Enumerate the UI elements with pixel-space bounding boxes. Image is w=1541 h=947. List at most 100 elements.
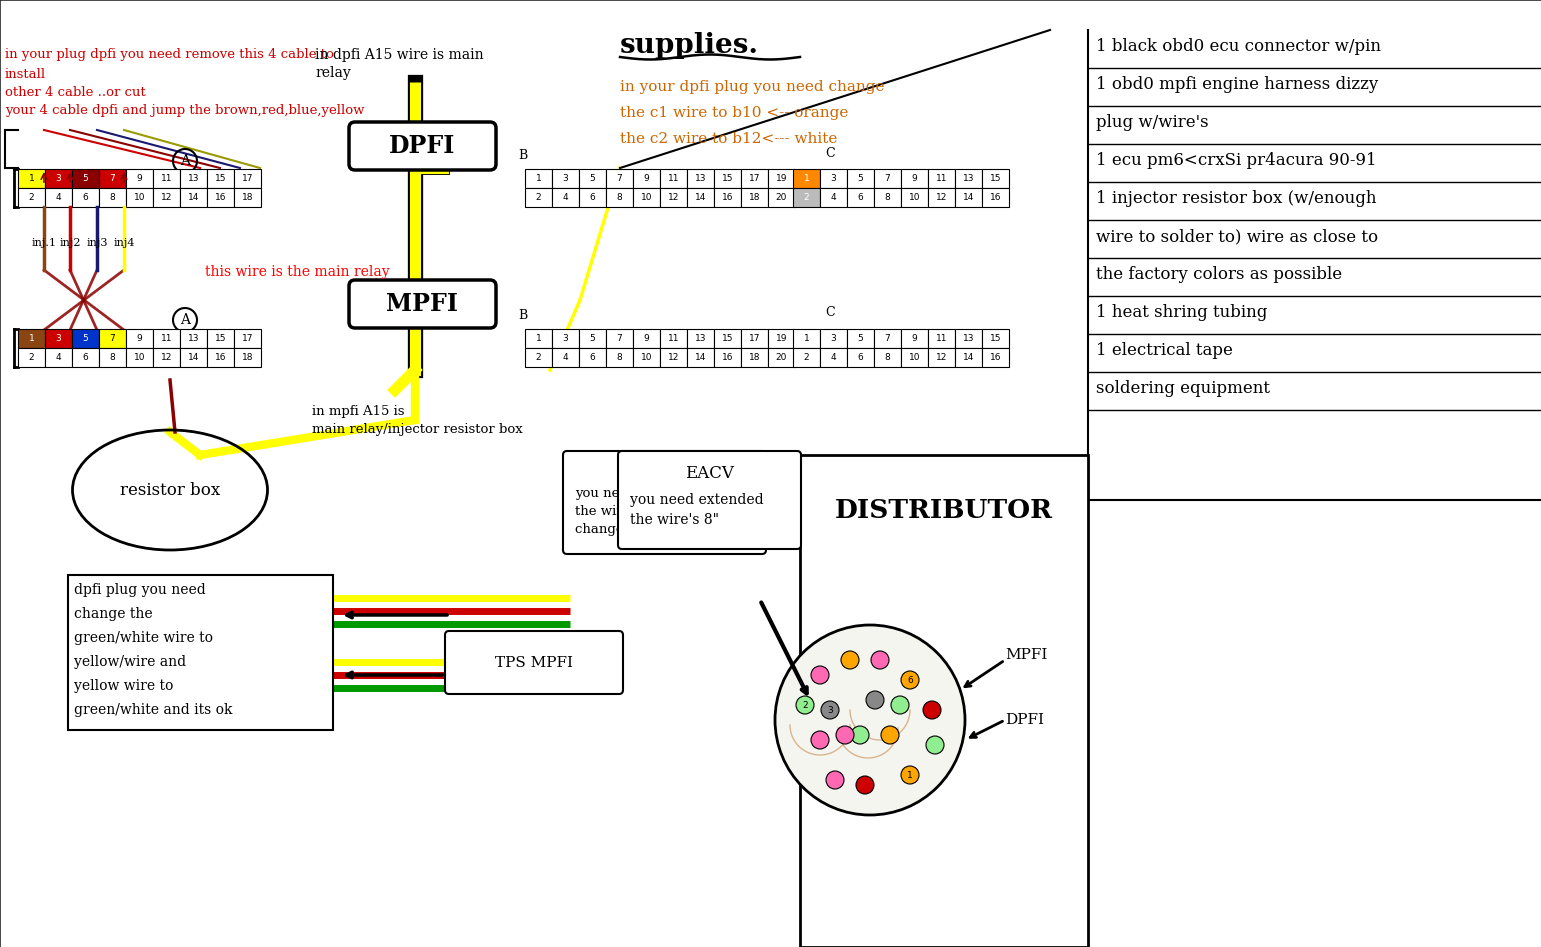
- Text: inj2: inj2: [59, 238, 80, 248]
- Text: DPFI: DPFI: [388, 134, 455, 158]
- Bar: [606, 329, 633, 348]
- Bar: [206, 348, 234, 367]
- Text: change the: change the: [74, 607, 153, 621]
- Bar: [525, 188, 552, 207]
- Circle shape: [837, 726, 854, 744]
- Text: 14: 14: [695, 193, 706, 202]
- Text: 15: 15: [989, 174, 1002, 183]
- Text: the wires6" and: the wires6" and: [575, 505, 681, 518]
- Text: resistor box: resistor box: [120, 481, 220, 498]
- Text: 12: 12: [160, 193, 173, 202]
- Text: 17: 17: [242, 174, 253, 183]
- Text: C: C: [824, 306, 835, 318]
- FancyBboxPatch shape: [562, 451, 766, 554]
- Text: 1: 1: [803, 174, 809, 183]
- Bar: [741, 169, 767, 188]
- Text: 15: 15: [214, 174, 227, 183]
- Bar: [153, 169, 180, 188]
- Text: TPS  dpfi: TPS dpfi: [640, 464, 710, 478]
- Text: 4: 4: [831, 193, 837, 202]
- Text: 16: 16: [989, 193, 1002, 202]
- Bar: [18, 188, 45, 207]
- Circle shape: [866, 691, 885, 709]
- Text: 3: 3: [55, 174, 62, 183]
- Text: 13: 13: [695, 334, 706, 343]
- Text: yellow/wire and: yellow/wire and: [74, 655, 186, 669]
- Bar: [982, 348, 1009, 367]
- Text: 17: 17: [749, 174, 760, 183]
- FancyBboxPatch shape: [445, 631, 623, 694]
- Bar: [126, 329, 153, 348]
- Text: 10: 10: [909, 193, 920, 202]
- Text: 9: 9: [912, 174, 917, 183]
- Bar: [72, 329, 99, 348]
- Text: 6: 6: [83, 193, 88, 202]
- Text: in your plug dpfi you need remove this 4 cable to: in your plug dpfi you need remove this 4…: [5, 48, 334, 61]
- Text: yellow wire to: yellow wire to: [74, 679, 174, 693]
- Bar: [552, 188, 579, 207]
- Bar: [633, 188, 660, 207]
- Bar: [955, 188, 982, 207]
- Bar: [525, 348, 552, 367]
- Text: 2: 2: [803, 701, 807, 709]
- Text: 8: 8: [885, 193, 891, 202]
- Bar: [206, 188, 234, 207]
- Bar: [794, 188, 820, 207]
- Bar: [99, 188, 126, 207]
- Text: 18: 18: [749, 193, 760, 202]
- Text: MPFI: MPFI: [385, 292, 458, 316]
- Bar: [901, 329, 928, 348]
- Bar: [206, 329, 234, 348]
- Text: inj4: inj4: [112, 238, 134, 248]
- Text: 2: 2: [29, 353, 34, 362]
- Text: 5: 5: [83, 334, 88, 343]
- Text: the c1 wire to b10 <-- orange: the c1 wire to b10 <-- orange: [619, 106, 849, 120]
- Bar: [180, 188, 206, 207]
- Text: MPFI: MPFI: [1005, 648, 1048, 662]
- Text: 1: 1: [803, 334, 809, 343]
- Text: 4: 4: [55, 353, 62, 362]
- Text: 18: 18: [749, 353, 760, 362]
- Text: 5: 5: [590, 174, 595, 183]
- Text: 19: 19: [775, 334, 787, 343]
- Bar: [660, 329, 687, 348]
- Bar: [982, 188, 1009, 207]
- Text: green/white and its ok: green/white and its ok: [74, 703, 233, 717]
- Text: 11: 11: [935, 334, 948, 343]
- Bar: [767, 169, 795, 188]
- Text: in your dpfi plug you need change: in your dpfi plug you need change: [619, 80, 885, 94]
- FancyBboxPatch shape: [348, 280, 496, 328]
- Text: 1: 1: [29, 174, 34, 183]
- Text: 5: 5: [590, 334, 595, 343]
- Bar: [45, 348, 72, 367]
- Text: 9: 9: [137, 174, 142, 183]
- Text: 1 ecu pm6<crxSi pr4acura 90-91: 1 ecu pm6<crxSi pr4acura 90-91: [1096, 152, 1376, 169]
- Text: 16: 16: [214, 193, 227, 202]
- Text: 7: 7: [109, 334, 116, 343]
- Text: 1: 1: [29, 334, 34, 343]
- Text: 1 heat shring tubing: 1 heat shring tubing: [1096, 304, 1267, 321]
- Bar: [552, 169, 579, 188]
- Text: inj3: inj3: [86, 238, 108, 248]
- Bar: [99, 348, 126, 367]
- Bar: [579, 188, 606, 207]
- Circle shape: [871, 651, 889, 669]
- Text: 7: 7: [885, 334, 891, 343]
- Text: 2: 2: [536, 353, 541, 362]
- Circle shape: [811, 666, 829, 684]
- Bar: [18, 329, 45, 348]
- Text: soldering equipment: soldering equipment: [1096, 380, 1270, 397]
- Text: 6: 6: [858, 193, 863, 202]
- Bar: [45, 188, 72, 207]
- Text: 3: 3: [831, 174, 837, 183]
- Text: in mpfi A15 is: in mpfi A15 is: [311, 405, 404, 418]
- Bar: [687, 188, 713, 207]
- Text: 2: 2: [804, 193, 809, 202]
- Text: 12: 12: [160, 353, 173, 362]
- Text: change 2 cale: change 2 cale: [575, 523, 667, 536]
- Text: dpfi plug you need: dpfi plug you need: [74, 583, 206, 597]
- Bar: [874, 169, 901, 188]
- Text: the factory colors as possible: the factory colors as possible: [1096, 266, 1342, 283]
- Text: 13: 13: [188, 334, 199, 343]
- Text: C: C: [824, 147, 835, 159]
